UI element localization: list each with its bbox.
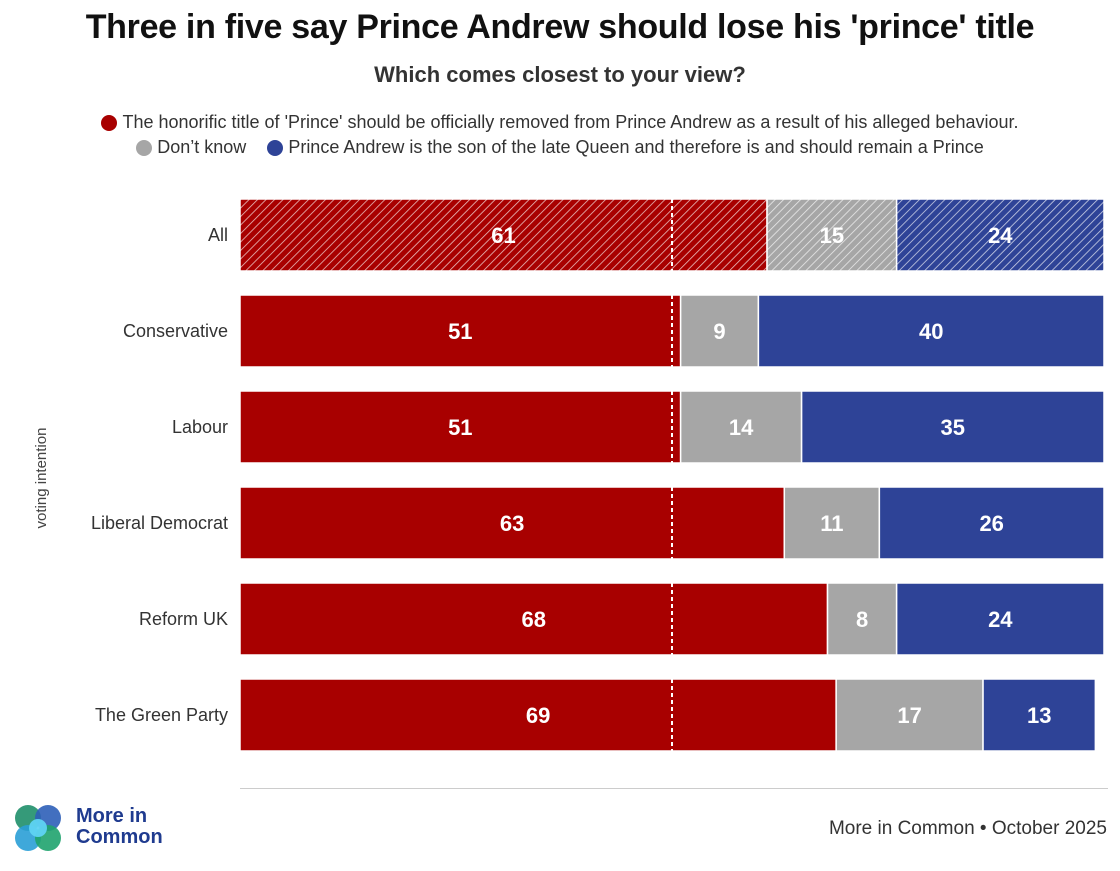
data-label-the-green-party-dont-know: 17 [897,703,921,728]
data-label-all-remain: 24 [988,223,1013,248]
data-label-reform-uk-dont-know: 8 [856,607,868,632]
data-label-conservative-remain: 40 [919,319,943,344]
data-label-conservative-dont-know: 9 [713,319,725,344]
bar-all-remove [239,198,768,272]
data-label-reform-uk-remove: 68 [522,607,546,632]
data-label-labour-remove: 51 [448,415,472,440]
legend-swatch-dont-know [136,139,153,156]
legend-row-2: Don’t know Prince Andrew is the son of t… [0,137,1120,161]
bar-liberal-democrat-dont-know [783,486,881,560]
legend-label-remove: The honorific title of 'Prince' should b… [122,112,1019,132]
data-label-liberal-democrat-remain: 26 [979,511,1003,536]
bar-conservative-remove [239,294,682,368]
bar-labour-remain [800,390,1105,464]
category-label-the-green-party: The Green Party [95,705,228,725]
chart-subtitle: Which comes closest to your view? [374,62,746,87]
bars-group: All 61 15 24 Conservative 51 9 40 Labour 51 14 35 Li… [91,198,1105,752]
category-label-reform-uk: Reform UK [139,609,228,629]
bar-labour-dont-know [679,390,803,464]
logo-text-line2: Common [76,826,163,848]
stacked-bar-chart: All 61 15 24 Conservative 51 9 40 Labour 51 14 35 Li… [33,198,1105,752]
bar-reform-uk-remain [895,582,1105,656]
bar-reform-uk-dont-know [826,582,898,656]
legend-label-remain: Prince Andrew is the son of the late Que… [288,137,984,157]
bar-the-green-party-remove [239,678,837,752]
bar-all-remain [895,198,1105,272]
legend-swatch-remain [267,139,284,156]
category-label-all: All [208,225,228,245]
category-label-labour: Labour [172,417,228,437]
data-label-the-green-party-remain: 13 [1027,703,1051,728]
data-label-conservative-remove: 51 [448,319,472,344]
logo-text-line1: More in [76,805,148,827]
bar-the-green-party-remain [982,678,1097,752]
bar-the-green-party-dont-know [835,678,984,752]
data-label-the-green-party-remove: 69 [526,703,550,728]
legend-item-remain: Prince Andrew is the son of the late Que… [267,137,984,158]
category-label-liberal-democrat: Liberal Democrat [91,513,228,533]
bar-liberal-democrat-remain [878,486,1105,560]
bar-labour-remove [239,390,682,464]
bar-reform-uk-remove [239,582,829,656]
data-label-liberal-democrat-remove: 63 [500,511,524,536]
data-label-reform-uk-remain: 24 [988,607,1013,632]
data-label-liberal-democrat-dont-know: 11 [820,511,843,536]
y-axis-title: voting intention [33,428,50,529]
bar-all-dont-know [766,198,898,272]
logo-wordmark: More in Common [76,806,163,848]
footer-divider [240,788,1108,789]
chart-title: Three in five say Prince Andrew should l… [85,8,1035,46]
legend-row-1: The honorific title of 'Prince' should b… [0,112,1120,136]
source-note: More in Common • October 2025 [828,818,1107,839]
data-label-labour-dont-know: 14 [729,415,754,440]
more-in-common-logo-icon [15,805,61,851]
legend-label-dont-know: Don’t know [157,137,247,157]
bar-conservative-remain [757,294,1105,368]
data-label-all-dont-know: 15 [820,223,844,248]
legend-item-dont-know: Don’t know [136,137,246,158]
legend-swatch-remove [101,114,118,131]
data-label-labour-remain: 35 [941,415,965,440]
bar-liberal-democrat-remove [239,486,786,560]
data-label-all-remove: 61 [491,223,515,248]
category-label-conservative: Conservative [123,321,228,341]
legend-item-remove: The honorific title of 'Prince' should b… [101,112,1019,133]
